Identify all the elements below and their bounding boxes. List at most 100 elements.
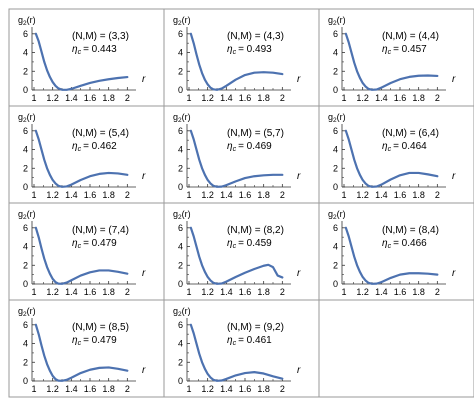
y-tick-label: 2 xyxy=(178,357,183,367)
y-tick-label: 0 xyxy=(178,279,183,289)
nm-annotation: (N,M) = (9,2) xyxy=(227,322,284,333)
y-tick-label: 6 xyxy=(333,126,338,136)
x-axis-label: r xyxy=(297,74,301,85)
x-axis-label: r xyxy=(297,171,301,182)
x-tick-label: 2 xyxy=(125,287,130,297)
nm-annotation: (N,M) = (8,4) xyxy=(382,225,439,236)
nm-annotation: (N,M) = (4,4) xyxy=(382,31,439,42)
y-axis-label: g2(r) xyxy=(328,112,346,124)
x-tick-label: 1.2 xyxy=(356,287,369,297)
x-tick-label: 2 xyxy=(125,93,130,103)
x-tick-label: 1.6 xyxy=(84,287,97,297)
y-tick-label: 0 xyxy=(23,376,28,386)
panel-7: g2(r) 0 2 4 6 1 1.2 1.4 1.6 1.8 2 r (N,M) = (7,4) ηc =… xyxy=(18,209,146,297)
x-tick-label: 1 xyxy=(186,190,191,200)
x-tick-label: 1.8 xyxy=(257,384,270,394)
x-tick-label: 1.2 xyxy=(201,384,214,394)
y-tick-label: 2 xyxy=(333,66,338,76)
y-axis-label: g2(r) xyxy=(18,306,36,318)
y-axis-label: g2(r) xyxy=(18,209,36,221)
panel-2: g2(r) 0 2 4 6 1 1.2 1.4 1.6 1.8 2 r (N,M) = (4,3) ηc =… xyxy=(173,15,301,103)
x-tick-label: 1 xyxy=(186,384,191,394)
x-tick-label: 1 xyxy=(341,287,346,297)
x-tick-label: 1 xyxy=(341,190,346,200)
eta-annotation: ηc = 0.461 xyxy=(227,335,272,347)
eta-annotation: ηc = 0.464 xyxy=(382,141,427,153)
x-tick-label: 2 xyxy=(125,190,130,200)
y-axis-label: g2(r) xyxy=(173,209,191,221)
x-tick-label: 1.8 xyxy=(257,93,270,103)
eta-annotation: ηc = 0.462 xyxy=(72,141,117,153)
y-tick-label: 6 xyxy=(23,126,28,136)
x-axis-label: r xyxy=(452,74,456,85)
y-tick-label: 2 xyxy=(23,260,28,270)
panel-5: g2(r) 0 2 4 6 1 1.2 1.4 1.6 1.8 2 r (N,M) = (5,7) ηc =… xyxy=(173,112,301,200)
y-tick-label: 2 xyxy=(23,357,28,367)
y-tick-label: 6 xyxy=(23,223,28,233)
x-tick-label: 1.2 xyxy=(356,93,369,103)
y-tick-label: 4 xyxy=(178,339,183,349)
y-tick-label: 4 xyxy=(23,48,28,58)
nm-annotation: (N,M) = (6,4) xyxy=(382,128,439,139)
x-tick-label: 2 xyxy=(280,384,285,394)
x-tick-label: 1.2 xyxy=(201,190,214,200)
x-tick-label: 1.8 xyxy=(412,190,425,200)
y-tick-label: 0 xyxy=(333,182,338,192)
x-tick-label: 1.2 xyxy=(46,287,59,297)
x-tick-label: 1.8 xyxy=(102,190,115,200)
x-tick-label: 1 xyxy=(186,93,191,103)
y-tick-label: 2 xyxy=(333,260,338,270)
y-tick-label: 0 xyxy=(23,85,28,95)
y-tick-label: 2 xyxy=(333,163,338,173)
x-axis-label: r xyxy=(142,365,146,376)
x-axis-label: r xyxy=(297,268,301,279)
eta-annotation: ηc = 0.459 xyxy=(227,238,272,250)
x-tick-label: 1.2 xyxy=(201,93,214,103)
y-tick-label: 6 xyxy=(23,29,28,39)
x-tick-label: 1.2 xyxy=(356,190,369,200)
panel-1: g2(r) 0 2 4 6 1 1.2 1.4 1.6 1.8 2 r (N,M) = (3,3) ηc =… xyxy=(18,15,146,103)
y-tick-label: 2 xyxy=(23,66,28,76)
g2-curve xyxy=(34,323,129,382)
y-tick-label: 0 xyxy=(23,279,28,289)
x-axis-label: r xyxy=(452,268,456,279)
panel-9: g2(r) 0 2 4 6 1 1.2 1.4 1.6 1.8 2 r (N,M) = (8,4) ηc =… xyxy=(328,209,456,297)
x-tick-label: 1.2 xyxy=(46,384,59,394)
x-tick-label: 1.4 xyxy=(375,93,388,103)
g2-curve xyxy=(189,323,284,382)
x-tick-label: 2 xyxy=(125,384,130,394)
x-tick-label: 1 xyxy=(31,93,36,103)
eta-annotation: ηc = 0.479 xyxy=(72,238,117,250)
x-tick-label: 2 xyxy=(280,93,285,103)
y-tick-label: 6 xyxy=(178,223,183,233)
panel-11: g2(r) 0 2 4 6 1 1.2 1.4 1.6 1.8 2 r (N,M) = (9,2) ηc =… xyxy=(173,306,301,394)
y-axis-label: g2(r) xyxy=(173,112,191,124)
y-tick-label: 6 xyxy=(333,29,338,39)
x-tick-label: 1.8 xyxy=(102,93,115,103)
x-tick-label: 1 xyxy=(31,190,36,200)
x-tick-label: 1.6 xyxy=(239,93,252,103)
g2-curve xyxy=(344,226,439,285)
x-tick-label: 2 xyxy=(435,287,440,297)
panel-8: g2(r) 0 2 4 6 1 1.2 1.4 1.6 1.8 2 r (N,M) = (8,2) ηc =… xyxy=(173,209,301,297)
x-tick-label: 1.2 xyxy=(46,93,59,103)
y-tick-label: 4 xyxy=(23,145,28,155)
x-tick-label: 1.8 xyxy=(412,287,425,297)
x-tick-label: 1.6 xyxy=(84,190,97,200)
y-tick-label: 0 xyxy=(333,279,338,289)
y-tick-label: 4 xyxy=(178,48,183,58)
x-tick-label: 1.8 xyxy=(412,93,425,103)
g2-curve xyxy=(344,129,439,188)
y-tick-label: 4 xyxy=(178,242,183,252)
x-tick-label: 1.4 xyxy=(65,93,78,103)
panel-6: g2(r) 0 2 4 6 1 1.2 1.4 1.6 1.8 2 r (N,M) = (6,4) ηc =… xyxy=(328,112,456,200)
y-tick-label: 4 xyxy=(333,145,338,155)
x-tick-label: 2 xyxy=(280,190,285,200)
nm-annotation: (N,M) = (4,3) xyxy=(227,31,284,42)
y-tick-label: 6 xyxy=(178,29,183,39)
y-axis-label: g2(r) xyxy=(328,15,346,27)
x-tick-label: 1.6 xyxy=(394,287,407,297)
y-axis-label: g2(r) xyxy=(328,209,346,221)
x-tick-label: 1.4 xyxy=(220,287,233,297)
x-tick-label: 1.8 xyxy=(257,190,270,200)
